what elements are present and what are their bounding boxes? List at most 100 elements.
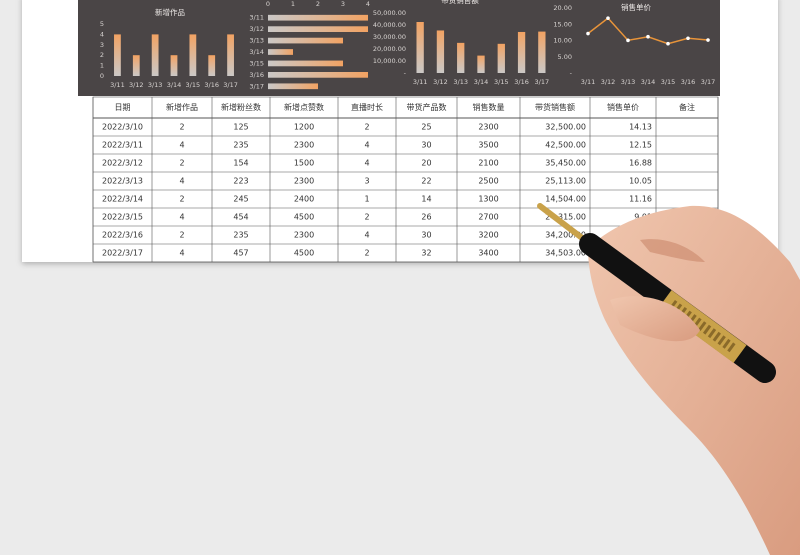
y-tick-label: 10,000.00 (373, 57, 406, 65)
x-tick-label: 3/12 (129, 81, 144, 89)
table-cell: 4 (179, 177, 184, 186)
y-tick-label: 3/17 (249, 82, 264, 90)
x-tick-label: 4 (366, 0, 370, 8)
table-cell: 3400 (478, 249, 498, 258)
header-cell: 带货销售额 (535, 102, 575, 112)
table-cell: 3500 (478, 141, 498, 150)
x-tick-label: 2 (316, 0, 320, 8)
chart-title: 销售单价 (621, 2, 651, 12)
x-tick-label: 3/16 (514, 78, 529, 86)
y-tick-label: 20.00 (553, 4, 572, 12)
table-cell: 14.13 (629, 123, 652, 132)
table-cell: 235 (233, 231, 248, 240)
table-cell: 30 (421, 231, 431, 240)
x-tick-label: 3/11 (110, 81, 125, 89)
x-tick-label: 3/12 (601, 78, 616, 86)
bar (151, 34, 159, 76)
table-cell: 32,500.00 (545, 123, 586, 132)
table-cell: 2 (364, 249, 369, 258)
y-tick-label: 40,000.00 (373, 21, 406, 29)
x-tick-label: 3/13 (148, 81, 163, 89)
table-cell: 26 (421, 213, 431, 222)
table-cell: 12.15 (629, 141, 652, 150)
header-cell: 新增作品 (166, 102, 198, 112)
table-cell: 1300 (478, 195, 498, 204)
table-cell: 2022/3/13 (102, 177, 143, 186)
table-cell: 20 (421, 159, 431, 168)
x-tick-label: 3/12 (433, 78, 448, 86)
x-tick-label: 1 (291, 0, 295, 8)
table-cell: 2300 (478, 123, 498, 132)
y-tick-label: - (570, 69, 573, 77)
bar (268, 49, 293, 55)
bar (517, 31, 526, 73)
bar (416, 22, 424, 73)
table-cell: 4500 (294, 213, 314, 222)
bar (170, 55, 178, 76)
x-tick-label: 3/13 (453, 78, 468, 86)
header-cell: 带货产品数 (407, 102, 447, 112)
header-cell: 销售单价 (607, 102, 639, 112)
bar (227, 34, 234, 76)
bar (268, 60, 343, 67)
table-cell: 42,500.00 (545, 141, 586, 150)
header-cell: 日期 (115, 103, 131, 112)
x-tick-label: 3/14 (641, 78, 656, 86)
y-tick-label: 3/14 (249, 48, 264, 56)
table-cell: 14 (421, 195, 431, 204)
table-cell: 3 (364, 177, 369, 186)
table-cell: 2 (364, 213, 369, 222)
table-cell: 2300 (294, 141, 314, 150)
y-tick-label: 5.00 (558, 53, 572, 61)
x-tick-label: 3/15 (186, 81, 201, 89)
marker (706, 38, 710, 42)
table-cell: 4500 (294, 249, 314, 258)
header-cell: 新增粉丝数 (221, 102, 261, 112)
table-cell: 35,450.00 (545, 159, 586, 168)
table-cell: 2022/3/10 (102, 123, 143, 132)
x-tick-label: 3/15 (661, 78, 676, 86)
x-tick-label: 3/16 (204, 81, 219, 89)
y-tick-label: 3/11 (249, 14, 264, 22)
table-cell: 2 (179, 123, 184, 132)
x-tick-label: 3/17 (535, 78, 550, 86)
table-cell: 235 (233, 141, 248, 150)
table-cell: 4 (179, 141, 184, 150)
table-cell: 1200 (294, 123, 314, 132)
bar (457, 42, 465, 73)
table-cell: 2300 (294, 177, 314, 186)
y-tick-label: 3/12 (249, 25, 264, 33)
y-tick-label: 1 (100, 62, 104, 70)
table-cell: 2022/3/16 (102, 231, 143, 240)
y-tick-label: 3/16 (249, 71, 264, 79)
y-tick-label: 15.00 (553, 20, 572, 28)
bar (268, 14, 368, 21)
x-tick-label: 3/17 (223, 81, 238, 89)
header-cell: 直播时长 (351, 102, 383, 112)
table-cell: 4 (364, 159, 369, 168)
y-tick-label: - (404, 69, 407, 77)
table-cell: 4 (179, 213, 184, 222)
table-cell: 4 (364, 141, 369, 150)
table-cell: 34,200.00 (545, 231, 586, 240)
bar (436, 30, 445, 73)
y-tick-label: 3/15 (249, 59, 264, 67)
header-cell: 新增点赞数 (284, 102, 324, 112)
table-cell: 2022/3/14 (102, 195, 143, 204)
table-cell: 2400 (294, 195, 314, 204)
table-cell: 2022/3/11 (102, 141, 143, 150)
bar (477, 55, 485, 73)
table-cell: 2 (364, 123, 369, 132)
table-cell: 16.88 (629, 159, 652, 168)
table-cell: 22 (421, 177, 431, 186)
header-cell: 备注 (679, 102, 695, 112)
bar (132, 55, 140, 76)
table-cell: 25 (421, 123, 431, 132)
table-cell: 2700 (478, 213, 498, 222)
table-cell: 11.16 (629, 195, 652, 204)
x-tick-label: 3/16 (681, 78, 696, 86)
table-cell: 4 (364, 231, 369, 240)
table-cell: 125 (233, 123, 248, 132)
